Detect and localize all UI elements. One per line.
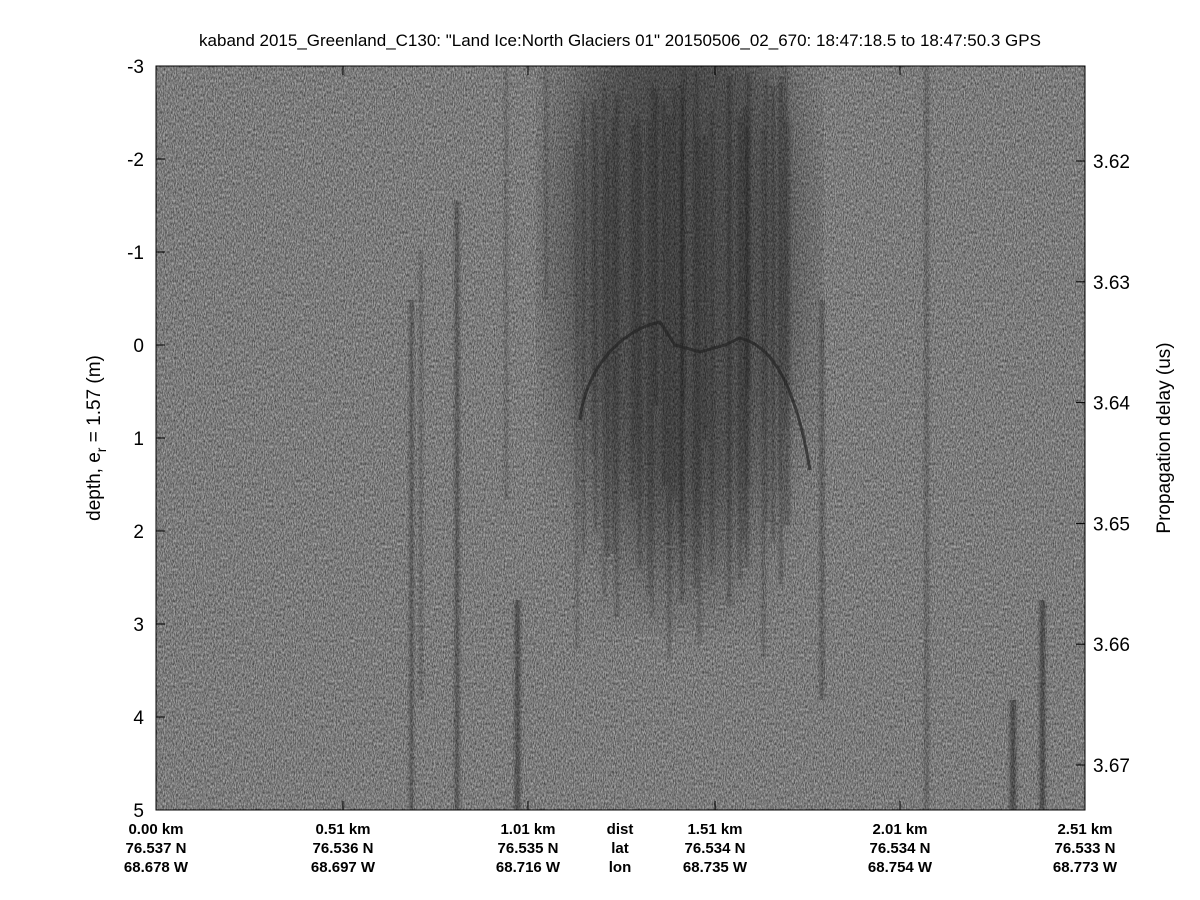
echogram-image [156, 0, 1085, 810]
left-axis-label: depth, er = 1.57 (m) [84, 355, 109, 521]
bottom-lon-label: 68.697 W [311, 859, 376, 876]
chart-title: kaband 2015_Greenland_C130: "Land Ice:No… [199, 31, 1041, 50]
bottom-lon-label: 68.754 W [868, 859, 933, 876]
left-tick-label: 5 [133, 801, 144, 822]
bottom-lat-label: 76.537 N [126, 840, 187, 857]
left-tick-label: 4 [133, 708, 144, 729]
right-tick-label: 3.66 [1093, 635, 1130, 656]
row-label-lon: lon [609, 859, 632, 876]
row-label-dist: dist [607, 821, 634, 838]
left-tick-label: 0 [133, 336, 144, 357]
right-axis-label: Propagation delay (us) [1154, 342, 1175, 533]
bottom-lon-label: 68.678 W [124, 859, 189, 876]
left-tick-label: -2 [127, 150, 144, 171]
bottom-dist-label: 0.51 km [315, 821, 370, 838]
bottom-lat-label: 76.535 N [498, 840, 559, 857]
bottom-dist-label: 2.01 km [872, 821, 927, 838]
left-tick-label: -3 [127, 57, 144, 78]
left-tick-label: -1 [127, 243, 144, 264]
left-tick-label: 2 [133, 522, 144, 543]
bottom-dist-label: 1.51 km [687, 821, 742, 838]
bottom-lat-label: 76.534 N [685, 840, 746, 857]
right-tick-label: 3.67 [1093, 756, 1130, 777]
bottom-lat-label: 76.533 N [1055, 840, 1116, 857]
bottom-lon-label: 68.735 W [683, 859, 748, 876]
bottom-dist-label: 0.00 km [128, 821, 183, 838]
bottom-lon-label: 68.716 W [496, 859, 561, 876]
right-tick-label: 3.65 [1093, 514, 1130, 535]
right-tick-label: 3.63 [1093, 273, 1130, 294]
echogram-figure: kaband 2015_Greenland_C130: "Land Ice:No… [0, 0, 1200, 900]
bottom-lat-label: 76.534 N [870, 840, 931, 857]
left-tick-label: 3 [133, 615, 144, 636]
bottom-lat-label: 76.536 N [313, 840, 374, 857]
left-tick-label: 1 [133, 429, 144, 450]
right-tick-label: 3.64 [1093, 394, 1130, 415]
bottom-lon-label: 68.773 W [1053, 859, 1118, 876]
right-tick-label: 3.62 [1093, 152, 1130, 173]
bottom-dist-label: 1.01 km [500, 821, 555, 838]
row-label-lat: lat [611, 840, 629, 857]
bottom-dist-label: 2.51 km [1057, 821, 1112, 838]
